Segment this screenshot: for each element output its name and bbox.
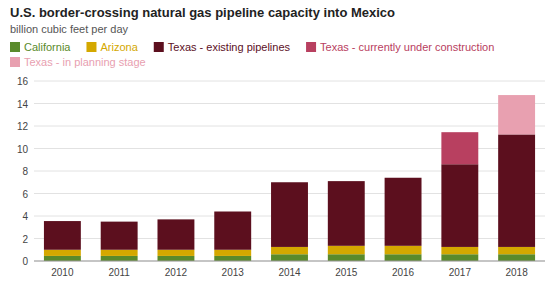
legend-label: Texas - currently under construction — [320, 41, 494, 53]
bar-segment — [214, 250, 251, 256]
y-tick-label: 8 — [22, 166, 28, 177]
bar-segment — [44, 256, 81, 261]
grid-line — [34, 126, 545, 127]
x-tick-label: 2013 — [222, 267, 245, 278]
bar-segment — [498, 134, 535, 247]
bar-segment — [441, 132, 478, 164]
legend-swatch — [10, 57, 20, 67]
legend-label: Texas - existing pipelines — [168, 41, 291, 53]
legend-item: Texas - existing pipelines — [154, 41, 291, 53]
y-tick-label: 12 — [17, 121, 29, 132]
chart: U.S. border-crossing natural gas pipelin… — [0, 0, 557, 285]
bar-segment — [271, 182, 308, 183]
legend-swatch — [86, 42, 96, 52]
y-tick-label: 6 — [22, 189, 28, 200]
bar-segment — [328, 181, 365, 182]
bar-segment — [44, 250, 81, 256]
y-tick-label: 2 — [22, 234, 28, 245]
bar-segment — [271, 247, 308, 254]
x-tick-label: 2017 — [449, 267, 472, 278]
bar-segment — [101, 222, 138, 250]
x-axis-line — [34, 261, 545, 262]
bar-segment — [385, 178, 422, 246]
x-axis: 2010 2011 2012 2013 2014 2015 2016 2017 2018 — [34, 261, 545, 278]
bar-segment — [157, 219, 194, 220]
bar-segment — [385, 246, 422, 254]
bar-segment — [441, 254, 478, 261]
bar-segment — [157, 250, 194, 256]
bar-segment — [44, 221, 81, 222]
legend-item: California — [10, 41, 71, 53]
subtitle: billion cubic feet per day — [10, 23, 129, 35]
legend-swatch — [10, 42, 20, 52]
bar-segment — [328, 181, 365, 246]
bar-segment — [498, 254, 535, 261]
y-tick-label: 0 — [22, 256, 28, 267]
legend-swatch — [306, 42, 316, 52]
bar-segment — [101, 221, 138, 222]
bar-segment — [157, 219, 194, 249]
bar-segment — [157, 256, 194, 261]
legend-label: Arizona — [100, 41, 138, 53]
bar-segment — [385, 177, 422, 178]
bar-segment — [101, 256, 138, 261]
x-tick-label: 2011 — [108, 267, 130, 278]
legend-item: Arizona — [86, 41, 138, 53]
bar-segment — [441, 247, 478, 254]
bar-segment — [157, 219, 194, 220]
bar-segment — [214, 211, 251, 212]
bars — [44, 95, 535, 261]
x-tick-label: 2016 — [392, 267, 415, 278]
bar-segment — [271, 254, 308, 261]
bar-segment — [328, 181, 365, 182]
grid-line — [34, 81, 545, 82]
legend-item: Texas - currently under construction — [306, 41, 494, 53]
y-tick-label: 10 — [17, 144, 29, 155]
x-tick-label: 2010 — [51, 267, 74, 278]
bar-segment — [101, 250, 138, 256]
bar-segment — [214, 256, 251, 261]
bar-segment — [44, 221, 81, 250]
x-tick-label: 2014 — [278, 267, 301, 278]
title: U.S. border-crossing natural gas pipelin… — [10, 5, 395, 20]
y-tick-label: 16 — [17, 76, 29, 87]
x-tick-label: 2018 — [505, 267, 528, 278]
legend-swatch — [154, 42, 164, 52]
y-axis: 0 2 4 6 8 10 12 14 16 — [17, 76, 545, 267]
legend: California Arizona Texas - existing pipeli… — [10, 41, 494, 68]
bar-segment — [385, 254, 422, 261]
bar-segment — [498, 247, 535, 254]
bar-segment — [328, 254, 365, 261]
bar-segment — [44, 221, 81, 222]
bar-segment — [101, 221, 138, 222]
bar-segment — [271, 182, 308, 247]
legend-label: Texas - in planning stage — [24, 56, 146, 68]
bar-segment — [271, 182, 308, 183]
x-tick-label: 2015 — [335, 267, 358, 278]
bar-segment — [441, 164, 478, 247]
bar-segment — [328, 246, 365, 254]
y-tick-label: 4 — [22, 211, 28, 222]
bar-segment — [385, 177, 422, 178]
bar-segment — [214, 212, 251, 250]
x-tick-label: 2012 — [165, 267, 188, 278]
bar-segment — [214, 211, 251, 212]
bar-segment — [498, 95, 535, 134]
grid-line — [34, 103, 545, 104]
legend-label: California — [24, 41, 71, 53]
legend-item: Texas - in planning stage — [10, 56, 146, 68]
y-tick-label: 14 — [17, 99, 29, 110]
grid-line — [34, 261, 545, 262]
bar-segment — [441, 132, 478, 133]
